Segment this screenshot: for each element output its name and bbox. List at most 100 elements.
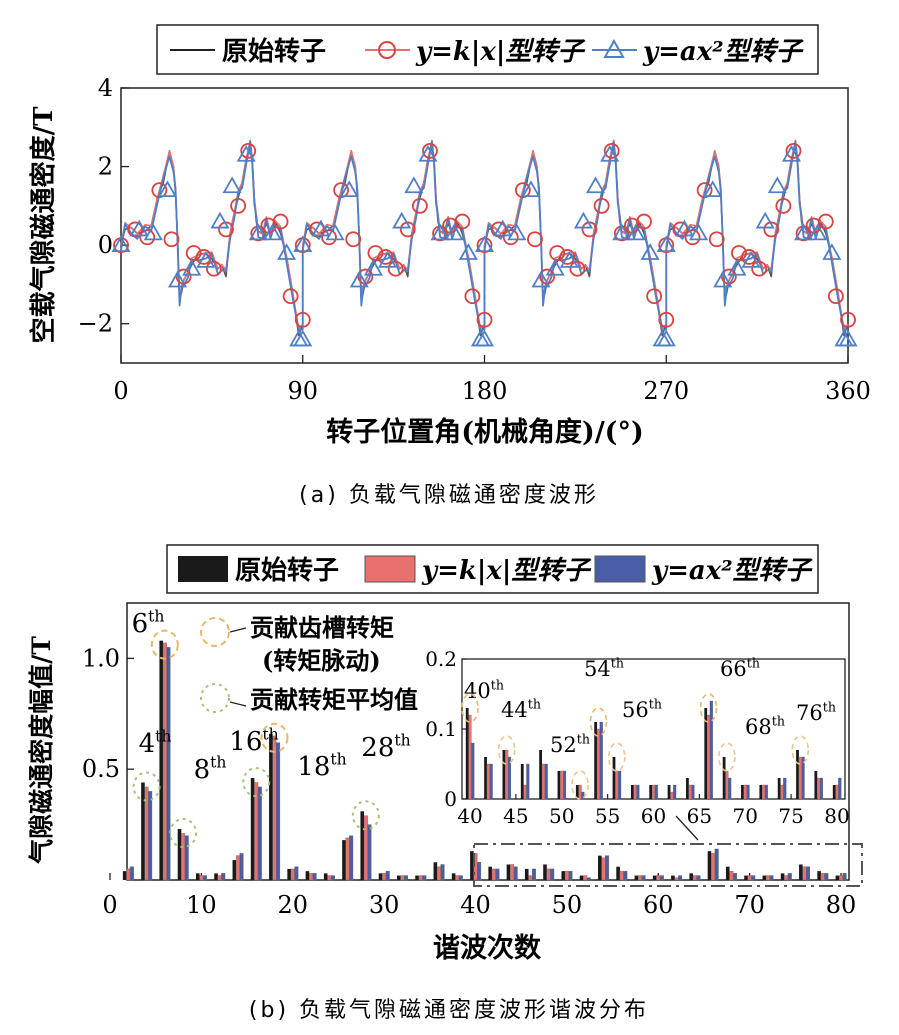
legend-a-original-label: 原始转子 [222,37,326,67]
bar-quadratic [239,853,244,881]
inset-label-76: 76th [796,700,836,725]
marker-klinear [672,221,689,238]
inset-x-tick-label: 75 [778,804,803,828]
x-tick-label-b: 10 [186,891,217,919]
marker-quadratic [545,258,565,276]
bar-original [433,862,438,880]
inset-bar-klinear [505,749,509,800]
inset-y-tick-label: 0.1 [425,717,457,741]
bar-original [269,733,273,880]
bar-quadratic [257,786,262,881]
bar-quadratic [294,866,299,881]
marker-quadratic [210,211,230,229]
marker-klinear [411,197,428,214]
bar-original [177,829,182,880]
bar-original [415,875,419,880]
inset-bar-quadratic [673,784,677,800]
inset-bar-original [539,750,542,799]
harmonic-label-18: 18th [297,751,346,782]
marker-quadratic [111,235,131,253]
x-tick-label-a: 360 [825,377,871,405]
bar-klinear [217,875,222,881]
axes-b: 0 10 20 30 40 50 60 70 80 0.5 1.0 [82,644,856,919]
bar-original [817,871,821,880]
inset-bar-original [722,757,726,799]
legend-b-klinear-label: y=k|x|型转子 [421,556,592,586]
inset-bar-klinear [560,770,564,800]
inset-x-tick-label: 55 [595,804,620,828]
marker-quadratic [167,270,188,288]
bar-original [214,873,218,880]
marker-quadratic [143,223,163,241]
y-tick-label-a: 0 [98,231,113,259]
bar-quadratic [166,647,171,881]
legend-swatch-klinear [364,555,416,583]
marker-klinear [272,213,289,230]
highlight-circle-18 [260,722,289,753]
x-axis-label-b: 谐波次数 [433,933,542,964]
inset-bar-original [704,708,708,799]
bar-klinear [656,875,661,881]
marker-klinear [163,231,180,248]
bar-klinear [400,875,405,881]
inset-bar-quadratic [544,763,548,800]
inset-bar-quadratic [783,777,787,800]
highlight-circle-8 [169,818,198,849]
bar-quadratic [842,873,847,881]
bar-klinear [363,815,368,881]
marker-klinear [751,260,768,277]
bar-klinear [619,870,624,881]
bar-original [323,873,328,880]
inset-bar-quadratic [838,777,842,800]
marker-klinear [636,213,652,230]
inset-bar-klinear [835,784,839,800]
bar-quadratic [129,866,134,881]
marker-klinear [708,231,725,248]
y-tick-label-a: 4 [98,74,113,102]
harmonic-label-28: 28th [361,732,410,763]
inset-label-56: 56th [622,697,662,722]
inset-bar-klinear [468,714,472,800]
bar-quadratic [276,742,281,881]
bar-quadratic [477,862,482,881]
bar-klinear [839,875,844,881]
inset-bar-quadratic [819,777,823,800]
marker-quadratic [293,329,313,347]
inset-bar-original [649,785,653,799]
inset-bar-original [814,771,818,799]
marker-quadratic [838,329,858,347]
x-tick-label-a: 180 [462,377,508,405]
marker-klinear [731,245,747,261]
bar-klinear [802,866,807,881]
bar-original [744,875,748,880]
inset-bar-original [557,771,561,799]
legend-b-quadratic-label: y=ax²型转子 [651,556,814,586]
inset-label-44: 44th [501,697,541,722]
inset-bar-quadratic [764,784,768,800]
marker-quadratic [586,176,606,194]
marker-klinear [387,260,404,277]
marker-klinear [321,229,337,246]
marker-quadratic [474,235,495,253]
x-axis-label-a: 转子位置角(机械角度)/(°) [326,416,643,448]
marker-klinear [527,231,543,248]
marker-klinear [785,142,802,159]
inset-bar-quadratic [489,763,493,800]
average-leader [229,701,247,707]
marker-quadratic [703,180,723,198]
bar-klinear [309,873,314,881]
bar-quadratic [458,875,463,881]
marker-quadratic [236,144,256,162]
bar-original [598,855,602,880]
bar-klinear [583,875,588,881]
bar-quadratic [605,855,610,881]
bar-quadratic [404,875,409,881]
marker-quadratic [430,223,450,241]
marker-klinear [367,245,384,261]
inset-bar-klinear [670,791,674,800]
marker-klinear [549,245,566,261]
y-tick-label-b: 1.0 [82,644,120,672]
highlight-circle-28 [351,800,380,831]
bar-quadratic [385,870,390,881]
inset-bar-original [667,785,671,799]
